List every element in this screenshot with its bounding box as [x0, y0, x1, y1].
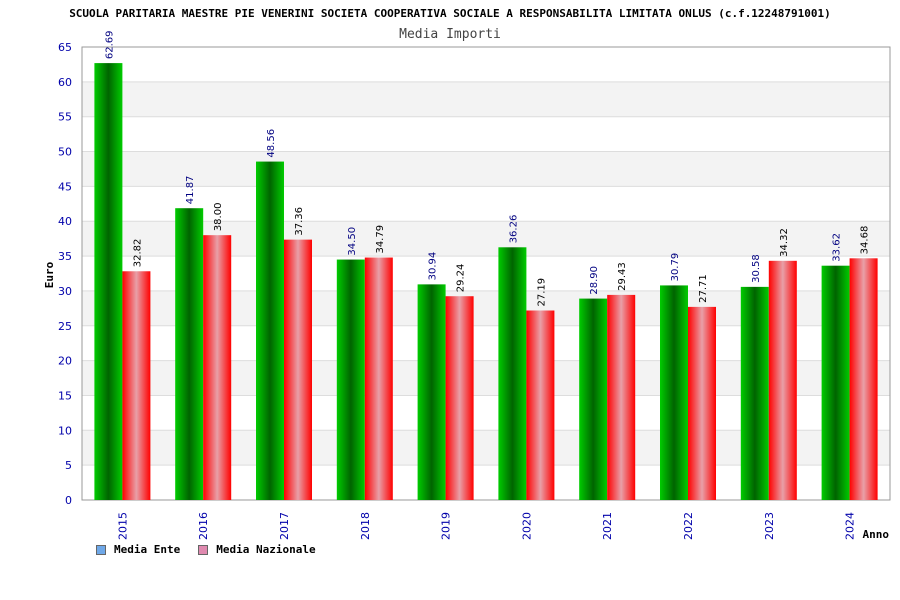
y-tick-label: 30 — [58, 285, 72, 298]
bar-media-nazionale — [284, 239, 312, 501]
x-tick-label: 2015 — [116, 512, 129, 540]
x-tick-label: 2024 — [844, 512, 857, 540]
bar-media-nazionale — [445, 296, 474, 500]
data-label: 34.79 — [375, 225, 386, 254]
bar-media-ente — [256, 161, 284, 500]
bar-media-nazionale — [768, 260, 797, 500]
legend-item-media-ente: Media Ente — [96, 543, 180, 556]
x-tick-label: 2020 — [520, 512, 533, 540]
chart-title: SCUOLA PARITARIA MAESTRE PIE VENERINI SO… — [69, 7, 831, 20]
bar-media-nazionale — [849, 258, 878, 500]
grid-band — [82, 81, 890, 117]
data-label: 41.87 — [185, 176, 196, 205]
x-tick-label: 2022 — [682, 512, 695, 540]
bar-media-ente — [175, 208, 204, 500]
data-label: 34.50 — [347, 227, 358, 256]
grid-band — [82, 151, 890, 187]
bar-media-ente — [821, 265, 850, 500]
legend-label-media-ente: Media Ente — [114, 543, 181, 556]
plot-frame — [81, 46, 891, 501]
x-tick-label: 2016 — [197, 512, 210, 540]
y-tick-label: 10 — [58, 424, 72, 437]
bar-media-nazionale — [526, 310, 555, 500]
data-label: 34.68 — [860, 226, 871, 255]
legend-swatch-media-ente — [96, 544, 106, 555]
y-tick-label: 35 — [58, 250, 72, 263]
bar-media-ente — [740, 286, 769, 500]
data-label: 27.19 — [536, 278, 547, 307]
data-label: 34.32 — [779, 228, 790, 257]
data-label: 29.43 — [617, 262, 628, 291]
bar-media-ente — [579, 298, 608, 500]
legend-swatch-media-nazionale — [198, 544, 209, 555]
data-label: 36.26 — [508, 215, 519, 244]
data-label: 29.24 — [456, 264, 467, 293]
bar-media-ente — [336, 259, 365, 500]
bar-media-nazionale — [607, 294, 636, 500]
x-tick-label: 2019 — [440, 512, 453, 540]
data-label: 62.69 — [104, 30, 115, 59]
bar-media-nazionale — [364, 257, 393, 500]
x-tick-label: 2021 — [601, 512, 614, 540]
x-tick-label: 2023 — [763, 512, 776, 540]
y-tick-label: 55 — [58, 111, 72, 124]
bar-media-nazionale — [122, 271, 151, 500]
y-tick-label: 15 — [58, 389, 72, 402]
chart-subtitle: Media Importi — [399, 27, 501, 42]
y-axis-label: Euro — [43, 261, 56, 288]
y-tick-label: 25 — [58, 320, 72, 333]
x-tick-label: 2018 — [359, 512, 372, 540]
legend-label-media-nazionale: Media Nazionale — [216, 543, 316, 556]
data-label: 30.58 — [751, 254, 762, 283]
bar-media-nazionale — [688, 306, 716, 500]
bar-media-ente — [94, 63, 123, 500]
data-label: 38.00 — [213, 203, 224, 232]
data-label: 48.56 — [266, 129, 277, 158]
data-label: 30.79 — [670, 253, 681, 282]
x-axis-label: Anno — [863, 528, 890, 541]
x-tick-label: 2017 — [278, 512, 291, 540]
y-tick-label: 50 — [58, 146, 72, 159]
y-tick-label: 20 — [58, 355, 72, 368]
y-tick-label: 45 — [58, 180, 72, 193]
bar-media-ente — [498, 247, 527, 500]
data-label: 32.82 — [132, 239, 143, 268]
data-label: 33.62 — [832, 233, 843, 262]
data-label: 27.71 — [698, 274, 709, 303]
data-label: 28.90 — [589, 266, 600, 295]
y-tick-label: 5 — [65, 459, 72, 472]
data-label: 30.94 — [428, 252, 439, 281]
y-tick-label: 0 — [65, 494, 72, 507]
bar-media-ente — [660, 285, 688, 500]
legend-item-media-nazionale: Media Nazionale — [198, 543, 316, 556]
y-tick-label: 60 — [58, 76, 72, 89]
y-tick-label: 65 — [58, 41, 72, 54]
bar-media-nazionale — [203, 235, 232, 500]
data-label: 37.36 — [294, 207, 305, 236]
legend: Media Ente Media Nazionale — [96, 543, 316, 556]
y-tick-label: 40 — [58, 215, 72, 228]
bar-media-ente — [417, 284, 446, 500]
